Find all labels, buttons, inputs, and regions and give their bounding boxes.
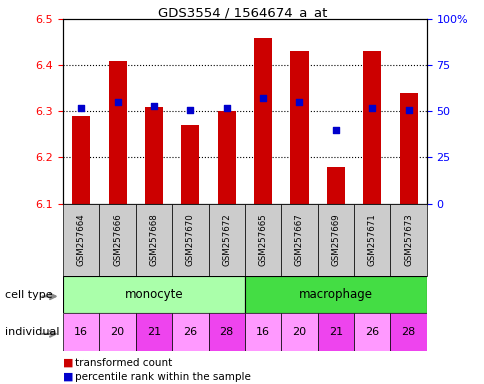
- FancyBboxPatch shape: [281, 313, 317, 351]
- Text: 26: 26: [183, 327, 197, 337]
- Point: [367, 104, 375, 111]
- Text: GSM257665: GSM257665: [258, 214, 267, 266]
- Text: macrophage: macrophage: [298, 288, 372, 301]
- Text: 21: 21: [328, 327, 342, 337]
- Text: percentile rank within the sample: percentile rank within the sample: [75, 372, 251, 382]
- Bar: [145, 107, 163, 204]
- FancyBboxPatch shape: [208, 313, 244, 351]
- Text: GSM257664: GSM257664: [76, 214, 86, 266]
- Bar: [108, 61, 126, 204]
- Point: [295, 99, 302, 105]
- Text: 20: 20: [292, 327, 306, 337]
- Text: GDS3554 / 1564674_a_at: GDS3554 / 1564674_a_at: [157, 6, 327, 19]
- FancyBboxPatch shape: [172, 313, 208, 351]
- Text: ■: ■: [63, 372, 74, 382]
- FancyBboxPatch shape: [136, 204, 172, 276]
- Text: GSM257672: GSM257672: [222, 214, 231, 266]
- Point: [150, 103, 157, 109]
- Text: GSM257668: GSM257668: [149, 214, 158, 266]
- FancyBboxPatch shape: [208, 204, 244, 276]
- Text: cell type: cell type: [5, 290, 52, 300]
- Text: ■: ■: [63, 358, 74, 368]
- Bar: [181, 125, 199, 204]
- Text: individual: individual: [5, 327, 59, 337]
- Bar: [326, 167, 344, 204]
- Point: [331, 127, 339, 133]
- Point: [113, 99, 121, 105]
- Point: [77, 104, 85, 111]
- Point: [186, 106, 194, 113]
- Text: 16: 16: [74, 327, 88, 337]
- FancyBboxPatch shape: [281, 204, 317, 276]
- Text: monocyte: monocyte: [124, 288, 183, 301]
- Bar: [72, 116, 90, 204]
- FancyBboxPatch shape: [244, 276, 426, 313]
- FancyBboxPatch shape: [244, 204, 281, 276]
- Text: transformed count: transformed count: [75, 358, 172, 368]
- FancyBboxPatch shape: [317, 204, 353, 276]
- Bar: [254, 38, 272, 204]
- Point: [222, 104, 230, 111]
- Text: GSM257671: GSM257671: [367, 214, 376, 266]
- FancyBboxPatch shape: [63, 276, 244, 313]
- FancyBboxPatch shape: [99, 204, 136, 276]
- Text: 21: 21: [147, 327, 161, 337]
- Text: 20: 20: [110, 327, 124, 337]
- FancyBboxPatch shape: [136, 313, 172, 351]
- FancyBboxPatch shape: [244, 313, 281, 351]
- FancyBboxPatch shape: [63, 313, 99, 351]
- Text: GSM257670: GSM257670: [185, 214, 195, 266]
- FancyBboxPatch shape: [353, 204, 390, 276]
- Text: 28: 28: [219, 327, 233, 337]
- Text: GSM257673: GSM257673: [403, 214, 412, 266]
- FancyBboxPatch shape: [390, 313, 426, 351]
- FancyBboxPatch shape: [317, 313, 353, 351]
- Bar: [217, 111, 235, 204]
- FancyBboxPatch shape: [172, 204, 208, 276]
- Text: 16: 16: [256, 327, 270, 337]
- FancyBboxPatch shape: [63, 204, 99, 276]
- FancyBboxPatch shape: [390, 204, 426, 276]
- Text: GSM257667: GSM257667: [294, 214, 303, 266]
- Text: GSM257669: GSM257669: [331, 214, 340, 266]
- Bar: [363, 51, 380, 204]
- Point: [404, 106, 411, 113]
- Text: GSM257666: GSM257666: [113, 214, 122, 266]
- Text: 26: 26: [364, 327, 378, 337]
- FancyBboxPatch shape: [99, 313, 136, 351]
- Point: [258, 95, 266, 101]
- Bar: [399, 93, 417, 204]
- FancyBboxPatch shape: [353, 313, 390, 351]
- Bar: [290, 51, 308, 204]
- Text: 28: 28: [401, 327, 415, 337]
